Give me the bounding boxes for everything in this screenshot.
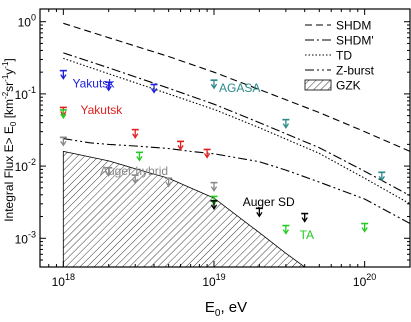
marker-auger-sd: [255, 207, 263, 218]
data-markers: [59, 69, 386, 235]
label-ta: TA: [300, 228, 314, 242]
marker-auger-hybrid: [105, 166, 113, 177]
label-auger-sd: Auger SD: [243, 195, 295, 209]
marker-yakutsk: [177, 140, 185, 151]
svg-text:GZK: GZK: [336, 79, 361, 93]
marker-agasa: [210, 79, 218, 90]
marker-auger-hybrid: [59, 136, 67, 147]
y-tick-label: 100: [18, 13, 36, 30]
legend-item-shdm: SHDM: [305, 19, 371, 33]
legend-item-td: TD: [305, 49, 352, 63]
marker-ta: [135, 151, 143, 162]
x-tick-label: 1019: [202, 272, 225, 289]
marker-auger-sd: [301, 212, 309, 223]
curve-z-burst: [63, 138, 410, 224]
marker-yakutsk: [150, 83, 158, 94]
label-auger-hybrid: Auger hybrid: [100, 164, 168, 178]
curve-td: [63, 57, 410, 205]
label-yakutsk: Yakutsk: [73, 76, 116, 90]
y-tick-label: 10-2: [15, 157, 36, 174]
marker-ta: [361, 222, 369, 233]
label-agasa: AGASA: [219, 81, 260, 95]
marker-auger-hybrid: [210, 181, 218, 192]
x-tick-label: 1018: [52, 272, 75, 289]
model-curves: [63, 22, 410, 224]
y-axis-label: Integral Flux E> E0 [km-2sr-1y-1]: [1, 58, 18, 222]
svg-text:SHDM: SHDM: [336, 19, 371, 33]
svg-text:TD: TD: [336, 49, 352, 63]
marker-auger-hybrid: [165, 177, 173, 188]
marker-agasa: [282, 118, 290, 129]
marker-auger-sd: [210, 200, 218, 211]
marker-yakutsk: [203, 148, 211, 159]
svg-text:SHDM': SHDM': [336, 34, 374, 48]
y-tick-label: 10-3: [15, 229, 36, 246]
data-labels: Yakutsk AGASA Yakutsk Auger hybrid Auger SD T…: [73, 76, 315, 242]
marker-agasa: [378, 171, 386, 182]
legend-item-gzk: GZK: [304, 79, 361, 93]
label-yakutsk: Yakutsk: [81, 103, 124, 117]
gzk-region-layer: [62, 150, 306, 267]
svg-text:Z-burst: Z-burst: [336, 64, 375, 78]
y-tick-label: 10-1: [15, 85, 36, 102]
marker-ta: [59, 109, 67, 120]
curve-shdm: [63, 22, 410, 152]
legend-item-shdm-: SHDM': [305, 34, 374, 48]
gzk-region: [62, 150, 306, 267]
legend-item-z-burst: Z-burst: [305, 64, 375, 78]
x-tick-label: 1020: [353, 272, 376, 289]
marker-yakutsk: [105, 81, 113, 92]
x-axis-label: E0, eV: [205, 299, 247, 319]
curve-shdm-: [63, 52, 410, 197]
marker-yakutsk: [131, 128, 139, 139]
plot-frame: [39, 8, 411, 268]
marker-auger-hybrid: [131, 174, 139, 185]
marker-ta: [282, 224, 290, 235]
marker-yakutsk: [59, 69, 67, 80]
axis-ticks: 1018 1019 1020 10-3 10-2 10-1 100: [15, 9, 411, 289]
